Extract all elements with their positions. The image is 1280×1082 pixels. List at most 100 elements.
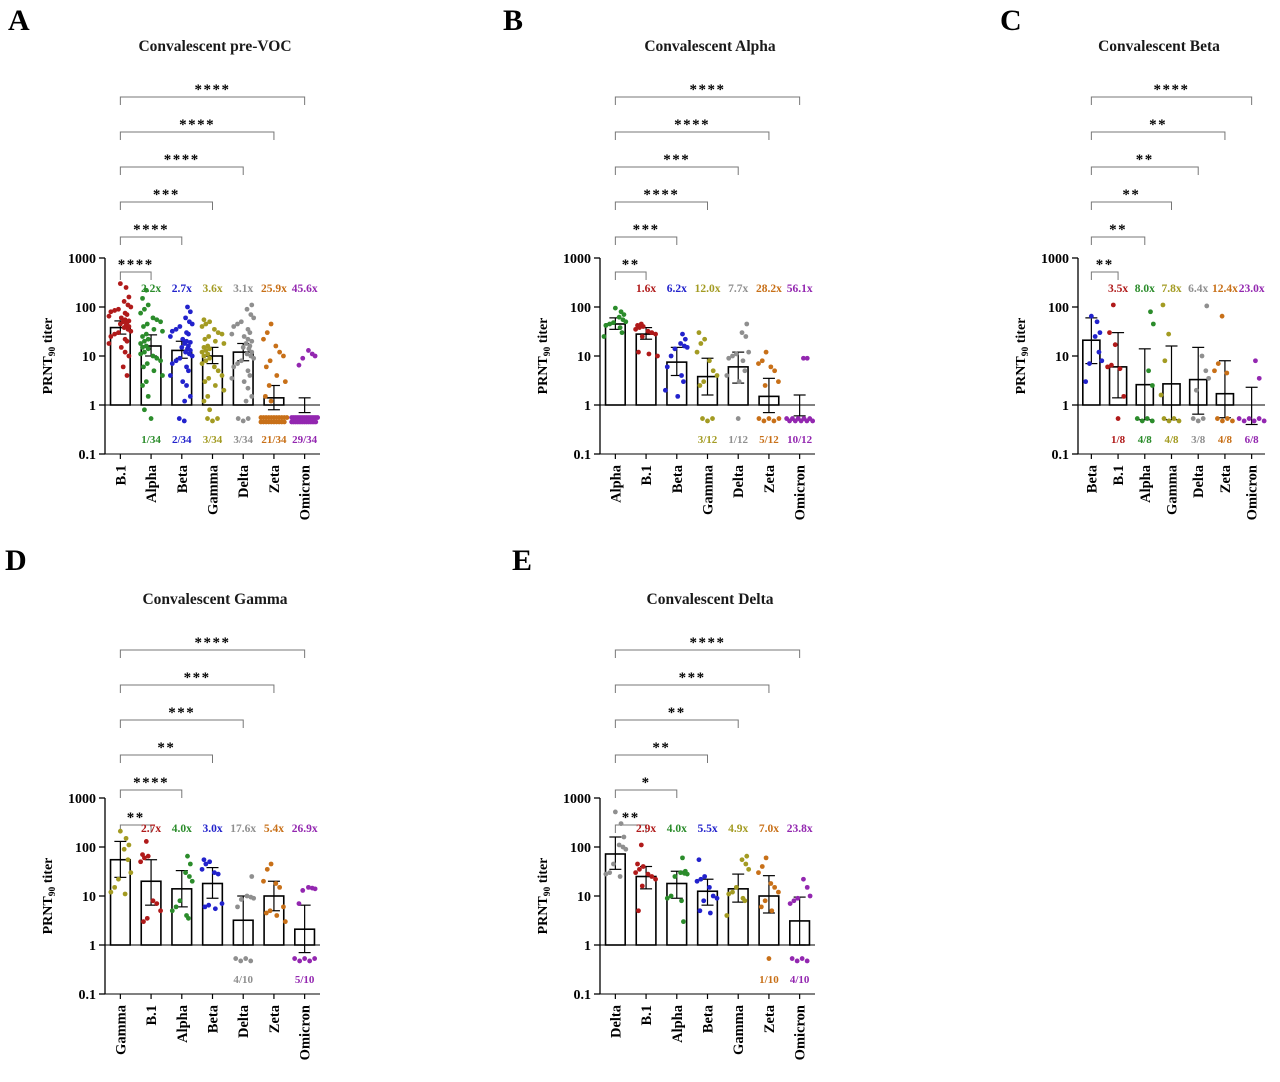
- panel-letter-d: D: [5, 544, 27, 577]
- sig-stars: **: [1149, 117, 1167, 133]
- y-axis-label: PRNT90 titer: [536, 318, 553, 395]
- scatter-point-below-detection: [1139, 418, 1145, 424]
- scatter-point-below-detection: [176, 416, 182, 421]
- scatter-point: [212, 364, 217, 370]
- scatter-point: [668, 353, 674, 359]
- scatter-point: [205, 351, 211, 357]
- fold-change-label: 26.9x: [292, 823, 318, 835]
- scatter-point: [246, 346, 252, 352]
- sig-stars: **: [157, 740, 175, 756]
- x-tick-label-B.1: B.1: [1111, 465, 1127, 486]
- scatter-point: [145, 336, 151, 342]
- below-detection-label: 3/34: [233, 434, 253, 446]
- scatter-point: [205, 393, 211, 399]
- scatter-point: [212, 326, 217, 332]
- scatter-point: [1088, 313, 1094, 319]
- scatter-point-below-detection: [735, 416, 741, 421]
- scatter-point: [248, 312, 254, 317]
- scatter-point: [215, 871, 221, 877]
- y-tick-label: 0.1: [79, 988, 97, 1003]
- scatter-point-below-detection: [284, 415, 290, 420]
- scatter-point: [638, 842, 644, 848]
- y-tick-label: 1: [89, 939, 96, 954]
- scatter-point: [1112, 342, 1118, 348]
- scatter-point: [724, 913, 730, 918]
- scatter-point-below-detection: [1261, 418, 1267, 424]
- scatter-point: [249, 349, 255, 355]
- sig-bracket: [614, 754, 708, 763]
- x-tick-label-Delta: Delta: [1191, 464, 1207, 498]
- scatter-point: [143, 839, 149, 844]
- x-tick-label-Omicron: Omicron: [793, 465, 809, 520]
- scatter-point: [251, 355, 257, 361]
- scatter-point: [120, 364, 126, 370]
- x-tick-label-Alpha: Alpha: [608, 464, 624, 503]
- scatter-point: [672, 874, 678, 879]
- scatter-point: [126, 294, 132, 300]
- fold-change-label: 2.2x: [141, 283, 161, 295]
- scatter-point: [124, 373, 130, 378]
- scatter-point: [121, 325, 127, 330]
- scatter-point: [1105, 364, 1111, 370]
- scatter-point: [776, 379, 781, 385]
- scatter-point: [678, 870, 683, 876]
- scatter-point: [273, 343, 279, 349]
- x-tick-label-Alpha: Alpha: [670, 1004, 686, 1043]
- fold-change-label: 3.0x: [202, 823, 222, 835]
- y-tick-label: 1000: [563, 792, 591, 807]
- scatter-point: [244, 351, 250, 357]
- below-detection-label: 2/34: [172, 434, 192, 446]
- scatter-point: [702, 336, 708, 342]
- scatter-point: [1215, 361, 1221, 366]
- scatter-point: [117, 281, 123, 287]
- scatter-point: [140, 295, 145, 301]
- y-tick-label: 1: [89, 399, 96, 414]
- scatter-point: [281, 353, 286, 359]
- fold-change-label: 6.2x: [667, 283, 687, 295]
- scatter-point: [306, 884, 311, 890]
- scatter-point-below-detection: [313, 419, 319, 425]
- scatter-point-below-detection: [794, 958, 800, 964]
- scatter-point: [177, 324, 183, 329]
- scatter-point: [201, 857, 207, 863]
- scatter-point: [201, 353, 207, 359]
- scatter-point: [768, 364, 774, 370]
- scatter-point: [300, 355, 306, 361]
- scatter-point: [759, 864, 765, 869]
- sig-stars: **: [1109, 222, 1127, 238]
- scatter-point-below-detection: [297, 958, 303, 964]
- scatter-point: [173, 326, 179, 332]
- scatter-point-below-detection: [799, 956, 805, 961]
- panel-title: Convalescent Alpha: [644, 38, 776, 55]
- scatter-point-below-detection: [307, 958, 313, 964]
- scatter-point: [1256, 375, 1262, 381]
- scatter-point: [282, 919, 288, 925]
- scatter-point: [635, 861, 640, 867]
- sig-bracket: [119, 684, 275, 693]
- scatter-point: [142, 338, 147, 344]
- sig-bracket: [614, 236, 678, 245]
- scatter-point: [268, 861, 274, 867]
- scatter-point: [1099, 358, 1105, 364]
- scatter-point: [185, 853, 190, 859]
- scatter-point: [184, 383, 189, 388]
- scatter-point: [645, 871, 651, 877]
- scatter-point: [150, 353, 156, 359]
- fold-change-label: 1.6x: [636, 283, 656, 295]
- scatter-point: [202, 379, 208, 385]
- scatter-point: [662, 387, 668, 393]
- sig-bracket: [119, 96, 306, 105]
- scatter-point: [762, 898, 768, 904]
- scatter-point: [121, 846, 127, 852]
- scatter-point: [636, 908, 641, 914]
- scatter-point: [244, 306, 250, 312]
- panel-title: Convalescent Delta: [646, 591, 774, 608]
- scatter-point: [616, 842, 622, 848]
- scatter-point: [746, 866, 752, 872]
- scatter-point: [619, 330, 625, 336]
- below-detection-label: 1/8: [1111, 434, 1126, 446]
- sig-stars: *: [642, 775, 651, 791]
- below-detection-label: 5/12: [759, 434, 779, 446]
- sig-stars: ***: [679, 670, 706, 686]
